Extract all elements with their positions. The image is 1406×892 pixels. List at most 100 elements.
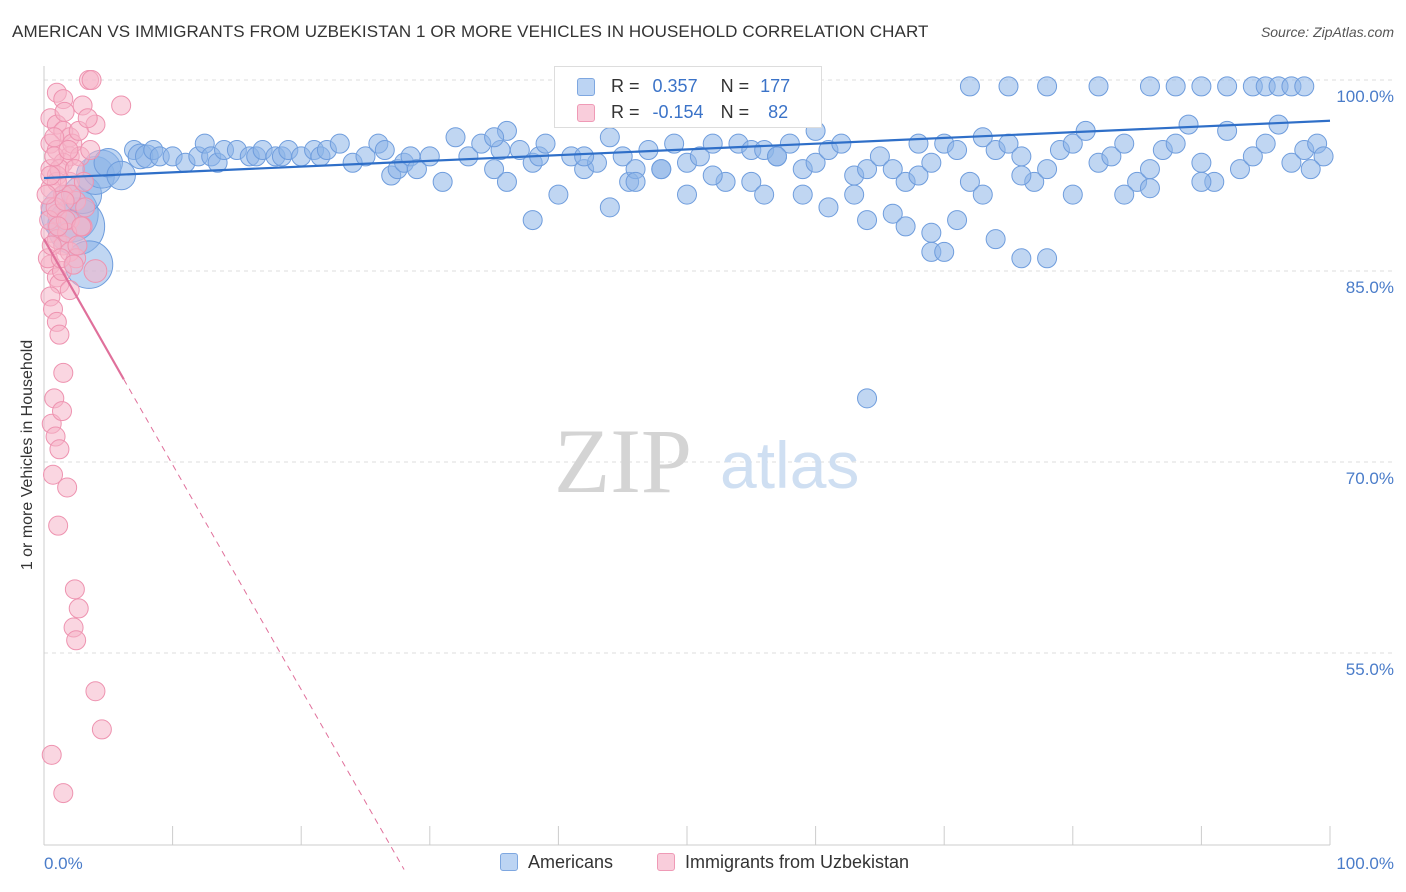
point-americans-63 [664, 133, 685, 154]
series-legend: Americans Immigrants from Uzbekistan [0, 852, 1406, 878]
point-uzbekistan-46 [64, 579, 85, 600]
point-americans-31 [329, 133, 350, 154]
point-uzbekistan-38 [53, 362, 74, 383]
point-americans-41 [419, 146, 440, 167]
trend-extension-uzbekistan [123, 378, 405, 870]
point-americans-110 [1281, 152, 1302, 173]
legend-r-label: R = [611, 76, 640, 96]
point-americans-155 [1062, 184, 1083, 205]
point-americans-78 [857, 159, 878, 180]
point-americans-114 [959, 76, 980, 97]
legend-r-value-uzbekistan: -0.154 [652, 102, 704, 122]
point-americans-137 [625, 171, 646, 192]
point-uzbekistan-66 [80, 140, 101, 161]
point-americans-143 [857, 210, 878, 231]
point-americans-133 [844, 184, 865, 205]
point-uzbekistan-82 [44, 127, 65, 148]
point-americans-85 [947, 140, 968, 161]
series-legend-uzbekistan[interactable]: Immigrants from Uzbekistan [657, 852, 909, 873]
point-americans-40 [406, 159, 427, 180]
point-uzbekistan-51 [91, 719, 112, 740]
point-uzbekistan-75 [36, 184, 57, 205]
y-tick-label-3: 55.0% [1346, 660, 1394, 679]
point-americans-65 [689, 146, 710, 167]
x-tick-label-min: 0.0% [44, 854, 83, 873]
legend-n-label: N = [720, 76, 750, 96]
series-legend-americans[interactable]: Americans [500, 852, 613, 873]
stats-legend: R = 0.357 N = 177 R = -0.154 N = 82 [554, 66, 822, 128]
series-label-uzbekistan: Immigrants from Uzbekistan [685, 852, 910, 872]
point-americans-127 [484, 127, 505, 148]
point-americans-161 [1300, 159, 1321, 180]
point-americans-113 [1313, 146, 1334, 167]
point-americans-148 [985, 229, 1006, 250]
point-uzbekistan-42 [49, 439, 70, 460]
point-uzbekistan-58 [54, 101, 75, 122]
point-americans-57 [599, 127, 620, 148]
point-americans-49 [509, 140, 530, 161]
chart-source: Source: ZipAtlas.com [1260, 24, 1394, 40]
point-americans-145 [895, 216, 916, 237]
point-americans-79 [869, 146, 890, 167]
point-uzbekistan-5 [111, 95, 132, 116]
point-uzbekistan-47 [68, 598, 89, 619]
point-americans-117 [1088, 76, 1109, 97]
point-americans-129 [651, 159, 672, 180]
point-uzbekistan-76 [58, 140, 79, 161]
point-americans-141 [792, 184, 813, 205]
point-americans-97 [1101, 146, 1122, 167]
point-americans-135 [496, 171, 517, 192]
trend-line-uzbekistan [43, 238, 125, 380]
point-americans-104 [1191, 152, 1212, 173]
point-americans-147 [947, 210, 968, 231]
point-americans-153 [972, 184, 993, 205]
point-uzbekistan-60 [75, 197, 96, 218]
point-americans-115 [998, 76, 1019, 97]
point-americans-142 [818, 197, 839, 218]
point-americans-157 [1139, 178, 1160, 199]
point-uzbekistan-52 [41, 744, 62, 765]
point-americans-102 [1165, 133, 1186, 154]
x-tick-label-max: 100.0% [1336, 854, 1394, 873]
point-americans-128 [574, 146, 595, 167]
chart-title: AMERICAN VS IMMIGRANTS FROM UZBEKISTAN 1… [12, 22, 929, 41]
y-tick-label-2: 70.0% [1346, 469, 1394, 488]
point-americans-150 [1037, 248, 1058, 269]
point-americans-90 [1011, 146, 1032, 167]
point-americans-159 [857, 388, 878, 409]
point-americans-158 [1191, 171, 1212, 192]
point-americans-108 [1242, 146, 1263, 167]
point-americans-130 [741, 171, 762, 192]
gridlines [44, 79, 1394, 654]
point-americans-42 [432, 171, 453, 192]
point-americans-80 [882, 159, 903, 180]
point-uzbekistan-50 [85, 681, 106, 702]
point-americans-121 [1217, 76, 1238, 97]
point-americans-83 [921, 152, 942, 173]
point-americans-100 [1139, 159, 1160, 180]
point-americans-126 [1294, 76, 1315, 97]
point-americans-152 [934, 241, 955, 262]
point-americans-103 [1178, 114, 1199, 135]
point-americans-162 [1255, 133, 1276, 154]
legend-n-value-uzbekistan: 82 [768, 102, 789, 122]
point-americans-92 [1037, 159, 1058, 180]
trend-lines [43, 119, 1331, 870]
point-americans-119 [1165, 76, 1186, 97]
point-uzbekistan-63 [67, 235, 88, 256]
point-americans-82 [908, 165, 929, 186]
legend-r-label: R = [611, 102, 640, 122]
trend-line-americans [43, 119, 1331, 180]
point-americans-33 [355, 146, 376, 167]
point-americans-140 [754, 184, 775, 205]
point-americans-146 [921, 222, 942, 243]
point-uzbekistan-1 [81, 70, 102, 90]
point-americans-44 [458, 146, 479, 167]
y-tick-labels: 100.0% 85.0% 70.0% 55.0% [1336, 87, 1394, 679]
series-label-americans: Americans [528, 852, 614, 872]
point-uzbekistan-79 [48, 216, 69, 237]
point-americans-66 [702, 133, 723, 154]
point-americans-134 [908, 133, 929, 154]
point-uzbekistan-70 [71, 216, 92, 237]
